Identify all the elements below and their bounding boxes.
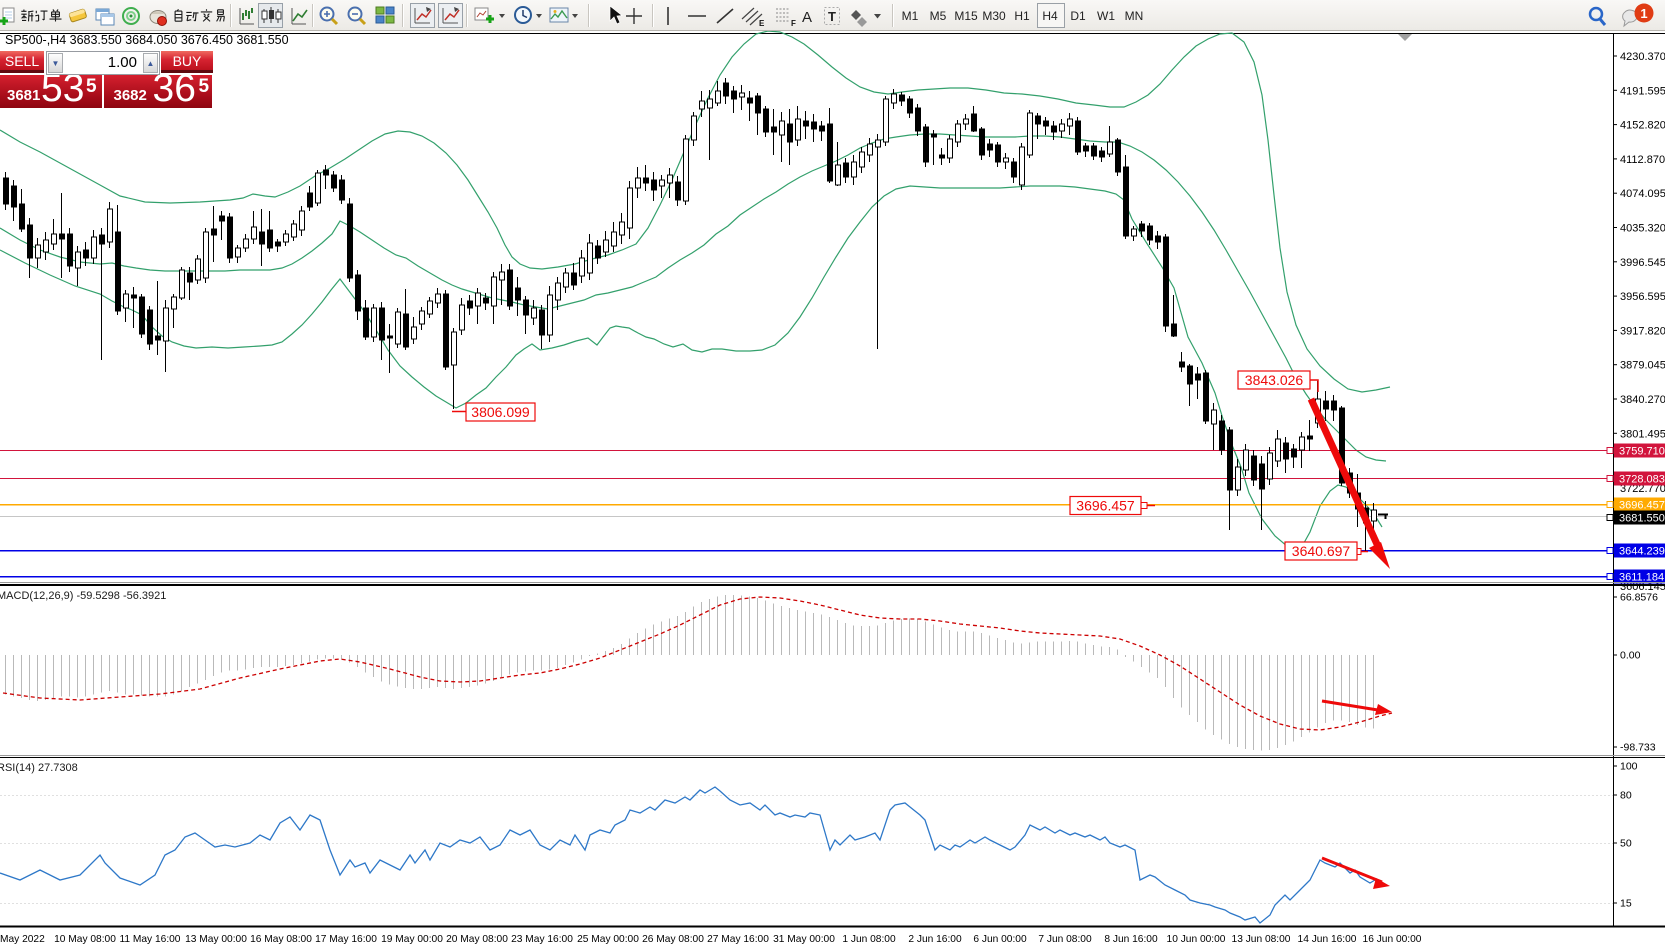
svg-text:15: 15: [1620, 898, 1632, 910]
svg-text:20 May 08:00: 20 May 08:00: [446, 934, 508, 945]
svg-text:14 Jun 16:00: 14 Jun 16:00: [1298, 934, 1357, 945]
svg-text:3879.045: 3879.045: [1620, 360, 1665, 372]
svg-text:8 Jun 16:00: 8 Jun 16:00: [1104, 934, 1158, 945]
svg-text:3843.026: 3843.026: [1245, 372, 1304, 388]
svg-text:3696.457: 3696.457: [1619, 500, 1665, 512]
svg-text:W1: W1: [1097, 9, 1115, 23]
svg-text:3840.270: 3840.270: [1620, 394, 1665, 406]
svg-text:10 May 08:00: 10 May 08:00: [54, 934, 116, 945]
svg-text:4074.095: 4074.095: [1620, 188, 1665, 200]
svg-text:-98.733: -98.733: [1620, 742, 1656, 754]
svg-text:3806.099: 3806.099: [471, 404, 530, 420]
svg-text:26 May 08:00: 26 May 08:00: [642, 934, 704, 945]
svg-text:3681.550: 3681.550: [1619, 513, 1665, 525]
svg-text:27 May 16:00: 27 May 16:00: [707, 934, 769, 945]
svg-text:May 2022: May 2022: [0, 934, 45, 945]
svg-text:2 Jun 16:00: 2 Jun 16:00: [908, 934, 962, 945]
svg-text:4152.820: 4152.820: [1620, 120, 1665, 132]
svg-text:F: F: [791, 19, 796, 28]
svg-text:3611.184: 3611.184: [1619, 572, 1664, 584]
svg-text:3801.495: 3801.495: [1620, 428, 1665, 440]
svg-text:6 Jun 00:00: 6 Jun 00:00: [973, 934, 1027, 945]
svg-text:M15: M15: [954, 9, 978, 23]
svg-text:4112.870: 4112.870: [1620, 154, 1665, 166]
svg-text:3640.697: 3640.697: [1292, 543, 1351, 559]
svg-text:MACD(12,26,9) -59.5298 -56.392: MACD(12,26,9) -59.5298 -56.3921: [0, 590, 166, 602]
svg-text:3996.545: 3996.545: [1620, 257, 1665, 269]
svg-text:M5: M5: [930, 9, 947, 23]
svg-text:19 May 00:00: 19 May 00:00: [381, 934, 443, 945]
svg-text:1: 1: [1640, 6, 1647, 21]
svg-text:E: E: [759, 19, 765, 28]
svg-text:100: 100: [1620, 761, 1638, 773]
svg-text:3696.457: 3696.457: [1076, 498, 1135, 514]
svg-text:3759.710: 3759.710: [1619, 446, 1665, 458]
svg-text:7 Jun 08:00: 7 Jun 08:00: [1038, 934, 1092, 945]
svg-text:4230.370: 4230.370: [1620, 51, 1665, 63]
svg-text:D1: D1: [1070, 9, 1086, 23]
svg-text:T: T: [828, 9, 836, 24]
svg-text:3956.595: 3956.595: [1620, 291, 1665, 303]
svg-text:0.00: 0.00: [1620, 650, 1641, 662]
svg-text:16 Jun 00:00: 16 Jun 00:00: [1363, 934, 1422, 945]
svg-text:RSI(14) 27.7308: RSI(14) 27.7308: [0, 762, 78, 774]
svg-text:H1: H1: [1014, 9, 1030, 23]
svg-text:M1: M1: [902, 9, 919, 23]
svg-text:13 May 00:00: 13 May 00:00: [185, 934, 247, 945]
svg-text:16 May 08:00: 16 May 08:00: [250, 934, 312, 945]
svg-text:4191.595: 4191.595: [1620, 85, 1665, 97]
svg-text:80: 80: [1620, 790, 1632, 802]
svg-text:17 May 16:00: 17 May 16:00: [315, 934, 377, 945]
svg-text:13 Jun 08:00: 13 Jun 08:00: [1232, 934, 1291, 945]
svg-text:4035.320: 4035.320: [1620, 223, 1665, 235]
svg-text:23 May 16:00: 23 May 16:00: [511, 934, 573, 945]
svg-text:66.8576: 66.8576: [1620, 592, 1658, 604]
svg-text:3644.239: 3644.239: [1619, 546, 1665, 558]
svg-text:H4: H4: [1042, 9, 1058, 23]
svg-text:1 Jun 08:00: 1 Jun 08:00: [842, 934, 896, 945]
svg-text:3728.083: 3728.083: [1619, 474, 1665, 486]
svg-text:3917.820: 3917.820: [1620, 325, 1665, 337]
svg-text:MN: MN: [1125, 9, 1144, 23]
svg-text:SP500-,H4 3683.550 3684.050 3: SP500-,H4 3683.550 3684.050 3676.450 368…: [5, 33, 289, 47]
svg-text:3722.770: 3722.770: [1620, 483, 1665, 495]
svg-text:10 Jun 00:00: 10 Jun 00:00: [1167, 934, 1226, 945]
svg-text:25 May 00:00: 25 May 00:00: [577, 934, 639, 945]
svg-text:M30: M30: [982, 9, 1006, 23]
svg-text:50: 50: [1620, 838, 1632, 850]
svg-text:A: A: [802, 9, 812, 26]
svg-text:11 May 16:00: 11 May 16:00: [120, 934, 181, 945]
svg-text:31 May 00:00: 31 May 00:00: [773, 934, 835, 945]
